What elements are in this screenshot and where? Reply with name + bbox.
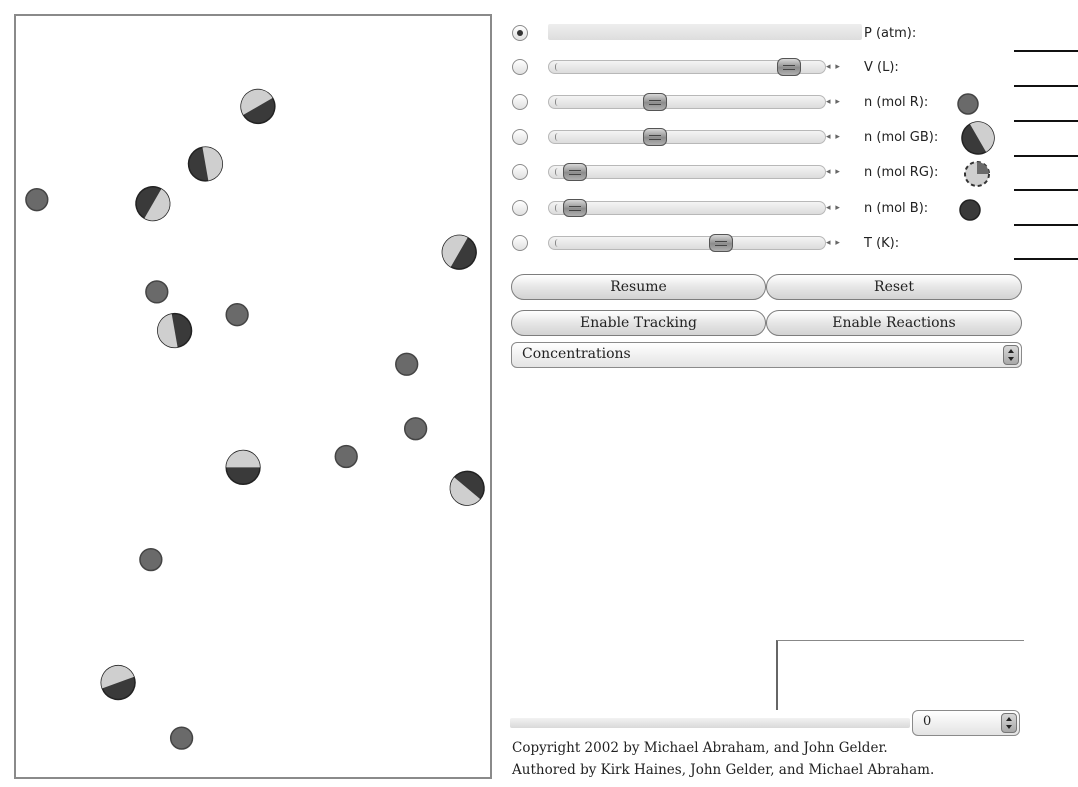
two-tone-molecule bbox=[441, 234, 477, 270]
pressure-label: P (atm): bbox=[864, 26, 917, 41]
horizontal-scrollbar[interactable] bbox=[510, 718, 910, 728]
mol-r-stepper-arrows[interactable]: ◂ ▸ bbox=[826, 97, 841, 107]
volume-slider-thumb[interactable] bbox=[777, 58, 802, 76]
enable-tracking-button[interactable]: Enable Tracking bbox=[511, 310, 766, 336]
mol-r-slider[interactable] bbox=[548, 93, 826, 111]
rg-molecule-icon bbox=[964, 161, 990, 187]
mol-gb-slider[interactable] bbox=[548, 128, 826, 146]
two-tone-molecule bbox=[225, 449, 261, 486]
two-tone-molecule bbox=[187, 146, 224, 182]
single-molecule bbox=[139, 547, 163, 572]
temperature-readout bbox=[1014, 258, 1078, 260]
resume-button[interactable]: Resume bbox=[511, 274, 766, 300]
pressure-row: P (atm): bbox=[512, 22, 982, 46]
single-molecule bbox=[225, 303, 249, 327]
temperature-label: T (K): bbox=[864, 236, 900, 251]
enable-reactions-button[interactable]: Enable Reactions bbox=[766, 310, 1022, 336]
single-molecule bbox=[403, 417, 428, 441]
volume-stepper-arrows[interactable]: ◂ ▸ bbox=[826, 62, 841, 72]
value-selected: 0 bbox=[923, 714, 932, 729]
copyright-line-1: Copyright 2002 by Michael Abraham, and J… bbox=[512, 740, 888, 756]
gb-molecule-icon bbox=[961, 121, 995, 155]
two-tone-molecule bbox=[100, 664, 136, 701]
mol-gb-radio[interactable] bbox=[512, 129, 528, 145]
mol-r-row: ◂ ▸ n (mol R): bbox=[512, 91, 982, 115]
mol-rg-radio[interactable] bbox=[512, 164, 528, 180]
mol-b-slider-thumb[interactable] bbox=[562, 199, 587, 217]
select-arrows-icon bbox=[1003, 345, 1019, 365]
mol-b-stepper-arrows[interactable]: ◂ ▸ bbox=[826, 203, 841, 213]
pressure-readout bbox=[1014, 50, 1078, 52]
blue-molecule-icon bbox=[959, 199, 981, 221]
temperature-row: ◂ ▸ T (K): bbox=[512, 232, 982, 256]
volume-slider[interactable] bbox=[548, 58, 826, 76]
temperature-slider[interactable] bbox=[548, 234, 826, 252]
temperature-radio[interactable] bbox=[512, 235, 528, 251]
two-tone-molecule bbox=[157, 312, 193, 349]
single-molecule bbox=[169, 726, 194, 750]
display-mode-selected: Concentrations bbox=[522, 346, 631, 362]
display-mode-select[interactable]: Concentrations bbox=[511, 342, 1022, 368]
mol-r-readout bbox=[1014, 120, 1078, 122]
two-tone-molecule bbox=[449, 470, 485, 506]
value-select[interactable]: 0 bbox=[912, 710, 1020, 736]
mol-gb-readout bbox=[1014, 155, 1078, 157]
value-select-arrows-icon bbox=[1001, 713, 1017, 733]
pressure-radio[interactable] bbox=[512, 25, 528, 41]
mol-r-label: n (mol R): bbox=[864, 95, 929, 110]
mol-rg-slider[interactable] bbox=[548, 163, 826, 181]
temperature-stepper-arrows[interactable]: ◂ ▸ bbox=[826, 238, 841, 248]
copyright-line-2: Authored by Kirk Haines, John Gelder, an… bbox=[512, 762, 935, 778]
single-molecule bbox=[145, 280, 169, 304]
two-tone-molecule bbox=[240, 88, 276, 125]
volume-row: ◂ ▸ V (L): bbox=[512, 56, 982, 80]
volume-readout bbox=[1014, 85, 1078, 87]
mol-r-radio[interactable] bbox=[512, 94, 528, 110]
reset-button[interactable]: Reset bbox=[766, 274, 1022, 300]
mol-rg-readout bbox=[1014, 189, 1078, 191]
mol-b-label: n (mol B): bbox=[864, 201, 929, 216]
simulation-container bbox=[14, 14, 492, 779]
volume-label: V (L): bbox=[864, 60, 899, 75]
mol-b-radio[interactable] bbox=[512, 200, 528, 216]
temperature-slider-thumb[interactable] bbox=[709, 234, 734, 252]
mol-r-slider-thumb[interactable] bbox=[643, 93, 668, 111]
single-molecule bbox=[25, 188, 49, 212]
mol-b-row: ◂ ▸ n (mol B): bbox=[512, 197, 982, 221]
two-tone-molecule bbox=[135, 186, 171, 222]
red-molecule-icon bbox=[957, 93, 979, 115]
mol-gb-row: ◂ ▸ n (mol GB): bbox=[512, 121, 995, 155]
mol-gb-slider-thumb[interactable] bbox=[643, 128, 668, 146]
pressure-bar bbox=[548, 24, 862, 40]
mol-rg-row: ◂ ▸ n (mol RG): bbox=[512, 161, 990, 187]
mol-b-readout bbox=[1014, 224, 1078, 226]
mol-rg-label: n (mol RG): bbox=[864, 165, 939, 180]
mol-rg-stepper-arrows[interactable]: ◂ ▸ bbox=[826, 167, 841, 177]
mol-gb-stepper-arrows[interactable]: ◂ ▸ bbox=[826, 132, 841, 142]
simulation-canvas bbox=[25, 88, 485, 750]
single-molecule bbox=[395, 352, 419, 376]
mol-b-slider[interactable] bbox=[548, 199, 826, 217]
mol-rg-slider-thumb[interactable] bbox=[562, 163, 587, 181]
graph-area bbox=[776, 640, 1024, 710]
single-molecule bbox=[334, 444, 358, 469]
volume-radio[interactable] bbox=[512, 59, 528, 75]
mol-gb-label: n (mol GB): bbox=[864, 130, 939, 145]
